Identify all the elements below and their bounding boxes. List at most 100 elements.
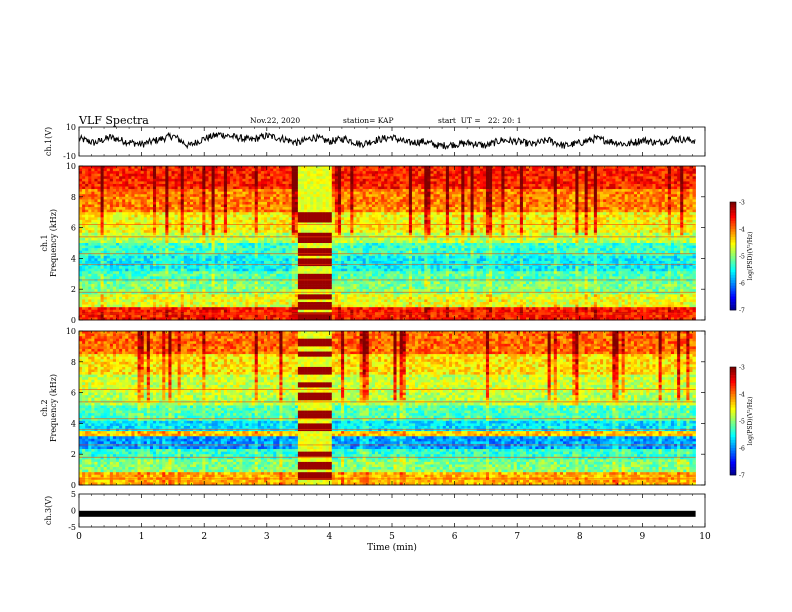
ch1-spectrogram-cell [162,202,165,205]
ch1-spectrogram-cell [329,222,332,225]
ch1-spectrogram-cell [116,307,119,310]
ch1-spectrogram-cell [107,264,110,267]
ch1-spectrogram-cell [295,225,298,228]
ch1-spectrogram-cell [212,202,215,205]
ch1-spectrogram-cell [116,169,119,172]
ch1-spectrogram-cell [279,284,282,287]
ch1-spectrogram-cell [245,207,248,210]
ch1-spectrogram-cell [141,261,144,264]
ch1-spectrogram-cell [298,179,301,182]
ch1-spectrogram-cell [104,222,107,225]
ch1-spectrogram-cell [212,307,215,310]
ch1-spectrogram-cell [264,305,267,308]
ch1-spectrogram-cell [224,274,227,277]
ch1-spectrogram-cell [298,243,301,246]
ch1-spectrogram-cell [310,271,313,274]
ch1-spectrogram-cell [329,230,332,233]
ch1-spectrogram-cell [156,179,159,182]
ch1-spectrogram-cell [122,282,125,285]
ch1-spectrogram-cell [249,299,252,302]
ch1-spectrogram-cell [224,176,227,179]
ch1-spectrogram-cell [159,169,162,172]
ch1-spectrogram-cell [91,276,94,279]
ch1-spectrogram-cell [310,171,313,174]
ch1-spectrogram-cell [202,210,205,213]
ch1-spectrogram-cell [91,274,94,277]
ch1-spectrogram-cell [205,269,208,272]
ch1-spectrogram-cell [190,230,193,233]
ch1-spectrogram-cell [242,276,245,279]
ch1-spectrogram-cell [304,258,307,261]
ch1-spectrogram-cell [279,225,282,228]
ch1-spectrogram-cell [276,282,279,285]
ch1-spectrogram-cell [147,302,150,305]
ch1-spectrogram-cell [242,194,245,197]
ch1-spectrogram-cell [88,315,91,318]
ch1-spectrogram-cell [104,251,107,254]
ch1-spectrogram-cell [286,266,289,269]
ch1-spectrogram-cell [147,197,150,200]
ch1-spectrogram-cell [310,230,313,233]
ch1-spectrogram-cell [119,271,122,274]
ch1-spectrogram-cell [242,289,245,292]
ch1-spectrogram-cell [144,276,147,279]
ch1-spectrogram-cell [113,289,116,292]
ch1-spectrogram-cell [249,297,252,300]
ch1-spectrogram-cell [171,212,174,215]
ch1-spectrogram-cell [110,205,113,208]
ch1-spectrogram-cell [286,215,289,218]
ch1-spectrogram-cell [159,294,162,297]
ch1-spectrogram-cell [184,248,187,251]
ch1-spectrogram-cell [85,305,88,308]
ch1-spectrogram-cell [261,202,264,205]
ch1-spectrogram-cell [110,315,113,318]
ch1-spectrogram-cell [316,248,319,251]
ch1-spectrogram-cell [116,176,119,179]
ch1-spectrogram-cell [150,225,153,228]
ch1-spectrogram-cell [150,279,153,282]
ch1-spectrogram-cell [236,199,239,202]
ch1-spectrogram-cell [110,243,113,246]
ch1-spectrogram-cell [110,199,113,202]
ch1-spectrogram-cell [227,194,230,197]
ch1-spectrogram-cell [150,243,153,246]
ch1-spectrogram-cell [313,217,316,220]
ch1-spectrogram-cell [301,169,304,172]
ch1-spectrogram-cell [233,305,236,308]
ch1-spectrogram-cell [249,305,252,308]
ch1-spectrogram-cell [181,215,184,218]
ch1-spectrogram-cell [101,230,104,233]
ch1-spectrogram-cell [264,251,267,254]
ch1-spectrogram-cell [245,181,248,184]
ch1-spectrogram-cell [282,305,285,308]
ch1-spectrogram-cell [138,225,141,228]
ch1-spectrogram-cell [178,215,181,218]
ch1-spectrogram-cell [245,220,248,223]
ch1-spectrogram-cell [233,266,236,269]
ch1-spectrogram-cell [113,233,116,236]
ch1-spectrogram-cell [141,297,144,300]
ch1-spectrogram-cell [319,289,322,292]
ch1-spectrogram-cell [184,230,187,233]
ch1-spectrogram-cell [270,299,273,302]
ch1-spectrogram-cell [258,202,261,205]
ch1-spectrogram-cell [199,199,202,202]
ch1-spectrogram-cell [101,184,104,187]
ch1-spectrogram-cell [91,174,94,177]
ch1-spectrogram-cell [168,258,171,261]
ch1-spectrogram-cell [193,258,196,261]
ch1-spectrogram-cell [122,279,125,282]
ch1-spectrogram-cell [144,187,147,190]
ch1-spectrogram-cell [245,184,248,187]
ch1-spectrogram-cell [255,192,258,195]
ch1-spectrogram-cell [162,302,165,305]
ch1-spectrogram-cell [295,305,298,308]
ch1-spectrogram-cell [313,199,316,202]
ch1-spectrogram-cell [252,305,255,308]
ch1-spectrogram-cell [261,240,264,243]
ch1-spectrogram-cell [159,276,162,279]
ch1-spectrogram-cell [131,266,134,269]
ch1-spectrogram-cell [267,302,270,305]
ch1-spectrogram-cell [162,246,165,249]
ch1-spectrogram-cell [88,207,91,210]
